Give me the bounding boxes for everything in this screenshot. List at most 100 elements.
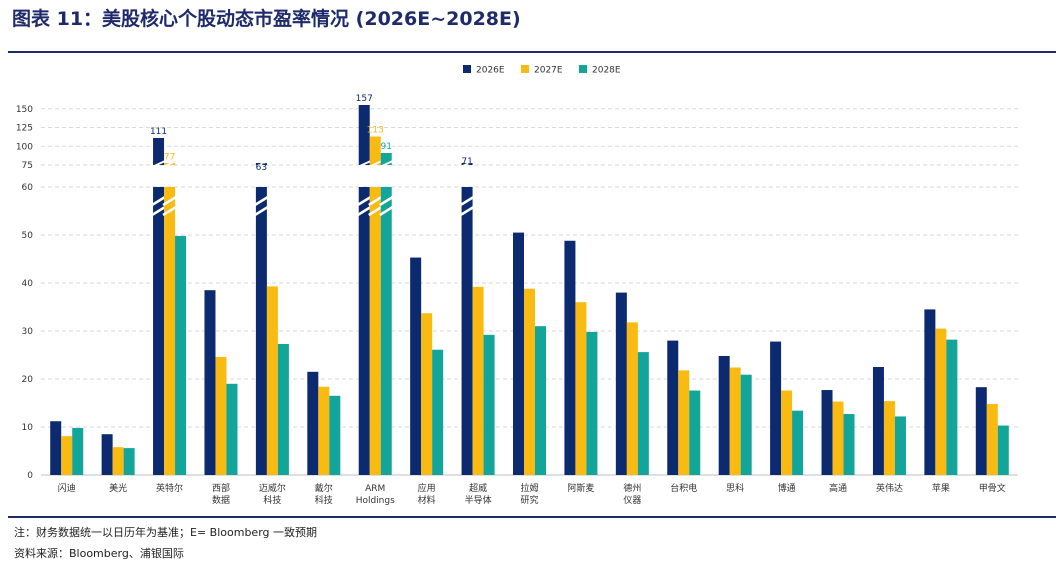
bar-2026e — [50, 421, 62, 475]
data-label: 71 — [461, 157, 472, 167]
data-label: 63 — [256, 163, 267, 173]
x-tick-label: 博通 — [778, 482, 796, 494]
x-tick-label: 戴尔科技 — [315, 482, 333, 506]
x-tick-label-line: 台积电 — [670, 482, 697, 494]
legend-swatch — [463, 65, 471, 73]
y-tick-label: 30 — [22, 327, 34, 337]
bar-2028e — [380, 187, 392, 475]
bar-2028e — [637, 352, 649, 475]
axis-break-mark — [368, 205, 383, 217]
bar-2027e — [369, 187, 381, 475]
x-tick-label-line: 英特尔 — [156, 482, 183, 494]
x-tick-label: 台积电 — [670, 482, 697, 494]
bar-2026e — [101, 434, 113, 475]
bar-2026e — [153, 187, 165, 475]
legend-label: 2027E — [534, 66, 563, 76]
bar-2027e — [575, 302, 587, 475]
y-tick-label: 50 — [22, 231, 34, 241]
x-tick-label: 超威半导体 — [465, 482, 492, 506]
x-tick-label: 西部数据 — [212, 482, 230, 506]
x-tick-label-line: 科技 — [315, 494, 333, 506]
bar-2028e — [175, 235, 187, 475]
bar-2026e — [770, 341, 782, 475]
bar-2027e — [112, 447, 124, 475]
bar-2026e — [667, 340, 679, 475]
x-tick-label: 拉姆研究 — [520, 482, 538, 506]
axis-break-mark — [459, 195, 475, 207]
bar-2026e — [975, 387, 987, 475]
bar-2026e — [615, 292, 627, 475]
x-tick-label-line: 材料 — [418, 494, 436, 506]
bar-2028e — [894, 416, 906, 475]
axis-break-mark — [162, 160, 177, 168]
axis-break-mark — [162, 205, 177, 217]
y-tick-label: 75 — [22, 161, 33, 171]
x-tick-label: 甲骨文 — [979, 482, 1006, 494]
bar-2027e — [421, 313, 433, 475]
bar-2026e — [564, 240, 576, 475]
bar-2026e — [461, 187, 473, 475]
title-divider — [8, 51, 1056, 53]
x-tick-label: ARM Holdings — [356, 484, 395, 506]
x-tick-label-line: 拉姆 — [520, 482, 538, 494]
y-tick-label: 10 — [22, 423, 34, 433]
bar-2026e — [872, 367, 884, 475]
x-tick-label-line: 博通 — [778, 482, 796, 494]
axis-break-mark — [460, 160, 474, 168]
footer-divider — [8, 516, 1056, 518]
bar-2027e — [729, 367, 741, 475]
bar-2027e — [626, 322, 638, 475]
x-tick-label-line: 高通 — [829, 482, 847, 494]
data-label: 113 — [367, 126, 384, 136]
chart-note: 注：财务数据统一以日历年为基准；E= Bloomberg 一致预期 — [14, 526, 317, 539]
legend-swatch — [521, 65, 529, 73]
y-tick-label: 100 — [16, 142, 33, 152]
x-tick-label-line: 甲骨文 — [979, 482, 1006, 494]
bar-upper-2028e — [380, 153, 392, 165]
bar-2027e — [472, 286, 484, 475]
bar-2026e — [924, 309, 936, 475]
axis-break-mark — [379, 195, 394, 207]
x-tick-label-line: 苹果 — [932, 482, 950, 494]
data-label: 157 — [356, 94, 373, 104]
bar-2026e — [410, 257, 422, 475]
chart-source: 资料来源：Bloomberg、浦银国际 — [14, 547, 184, 560]
bar-2028e — [432, 349, 444, 475]
axis-break-mark — [151, 160, 166, 168]
axis-break-mark — [151, 205, 166, 217]
x-tick-label-line: 应用 — [418, 482, 436, 494]
legend-swatch — [579, 65, 587, 73]
x-tick-label-line: 西部 — [212, 482, 230, 494]
bar-2028e — [483, 334, 495, 475]
bar-2028e — [535, 326, 546, 475]
bar-2028e — [226, 383, 238, 475]
x-tick-label-line: 德州 — [623, 482, 641, 494]
bar-2027e — [678, 370, 690, 475]
bar-2026e — [255, 187, 267, 475]
axis-break-mark — [254, 205, 269, 217]
x-tick-label-line: 美光 — [109, 482, 127, 494]
y-tick-label: 125 — [16, 124, 33, 134]
x-tick-label: 闪迪 — [58, 482, 76, 494]
x-tick-label-line: 迈威尔 — [259, 482, 286, 494]
x-tick-label-line: 思科 — [726, 482, 744, 494]
x-tick-label-line: 戴尔 — [315, 482, 333, 494]
bar-2028e — [586, 331, 598, 475]
legend-label: 2028E — [592, 66, 621, 76]
x-tick-label-line: 科技 — [263, 494, 281, 506]
bar-2027e — [61, 436, 73, 475]
x-tick-label-line: 阿斯麦 — [567, 482, 594, 494]
x-tick-label: 苹果 — [932, 482, 950, 494]
data-label: 111 — [150, 127, 167, 137]
axis-break-mark — [357, 205, 372, 217]
x-tick-label: 英特尔 — [156, 482, 183, 494]
bar-upper-2026e — [358, 105, 370, 165]
axis-break-mark — [379, 160, 394, 168]
bar-2026e — [821, 390, 833, 475]
x-tick-label-line: 研究 — [520, 494, 538, 506]
x-tick-label-line: 数据 — [212, 494, 230, 506]
bar-2026e — [718, 355, 730, 475]
data-label: 91 — [381, 142, 392, 152]
axis-break-mark — [379, 205, 394, 217]
bar-2028e — [277, 343, 289, 475]
